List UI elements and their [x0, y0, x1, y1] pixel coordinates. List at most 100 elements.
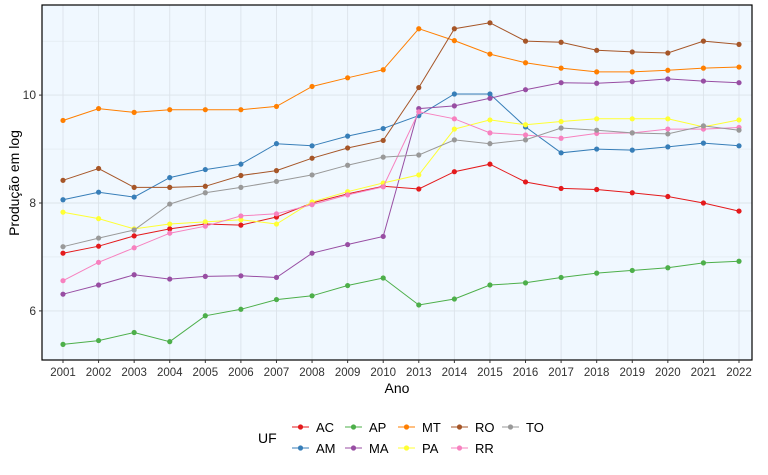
- data-point: [558, 118, 564, 125]
- x-tick-label: 2013: [406, 367, 432, 379]
- data-point: [380, 154, 386, 160]
- x-tick-label: 2016: [513, 367, 539, 379]
- data-point: [487, 282, 493, 288]
- data-point: [95, 189, 102, 195]
- data-point: [167, 201, 173, 207]
- data-point: [95, 337, 102, 344]
- data-point: [700, 200, 707, 206]
- data-point: [487, 51, 493, 57]
- data-point: [131, 233, 137, 239]
- series-to: [60, 123, 742, 250]
- x-tick-label: 2008: [299, 367, 325, 379]
- data-point: [380, 67, 386, 73]
- data-point: [202, 313, 208, 319]
- data-point: [665, 193, 671, 200]
- x-tick-label: 2021: [691, 367, 717, 379]
- series-line: [62, 260, 740, 345]
- data-point: [522, 280, 529, 286]
- data-point: [95, 105, 102, 112]
- legend-label: RR: [475, 441, 494, 456]
- data-point: [238, 222, 244, 228]
- y-tick-label: 6: [29, 304, 36, 318]
- data-point: [380, 233, 386, 240]
- data-point: [309, 143, 315, 149]
- data-point: [736, 127, 742, 133]
- x-tick-label: 2009: [335, 367, 361, 379]
- series-line: [62, 163, 740, 254]
- x-tick-label: 2001: [50, 367, 76, 379]
- data-point: [736, 143, 742, 149]
- data-point: [60, 250, 66, 256]
- data-point: [309, 172, 315, 178]
- data-point: [487, 117, 493, 123]
- data-point: [665, 126, 671, 132]
- series-line: [62, 118, 740, 230]
- x-tick-label: 2020: [655, 367, 681, 379]
- data-point: [451, 126, 457, 132]
- data-point: [238, 273, 244, 279]
- legend-label: TO: [526, 420, 544, 435]
- data-point: [273, 178, 280, 185]
- data-point: [700, 140, 707, 146]
- data-point: [558, 80, 564, 86]
- x-axis-title: Ano: [385, 380, 410, 396]
- data-point: [736, 258, 742, 264]
- data-point: [202, 190, 208, 196]
- x-tick-label: 2022: [726, 367, 752, 379]
- legend-label: AP: [369, 420, 386, 435]
- data-point: [202, 219, 208, 225]
- legend-key-point: [456, 445, 463, 451]
- data-point: [380, 184, 386, 190]
- data-point: [700, 123, 707, 129]
- data-point: [60, 177, 66, 183]
- data-point: [416, 84, 422, 91]
- data-point: [131, 194, 137, 200]
- data-point: [202, 223, 208, 229]
- x-tick-label: 2018: [584, 367, 610, 379]
- data-point: [487, 161, 493, 167]
- series-line: [62, 22, 740, 188]
- data-point: [345, 75, 351, 81]
- data-point: [167, 175, 173, 181]
- data-point: [629, 79, 635, 85]
- data-point: [309, 250, 315, 256]
- data-point: [594, 69, 600, 75]
- data-point: [736, 41, 742, 47]
- data-point: [167, 339, 173, 345]
- data-point: [700, 260, 707, 266]
- data-point: [167, 107, 173, 113]
- series-ap: [60, 258, 742, 347]
- data-point: [487, 130, 493, 136]
- data-point: [665, 144, 671, 150]
- data-point: [558, 65, 564, 71]
- data-point: [700, 65, 707, 71]
- data-point: [273, 141, 280, 147]
- data-point: [629, 130, 635, 136]
- data-point: [522, 122, 529, 128]
- data-point: [629, 267, 635, 274]
- y-tick-label: 10: [23, 88, 37, 102]
- data-point: [309, 293, 315, 299]
- data-point: [416, 172, 422, 178]
- legend-label: PA: [422, 441, 439, 456]
- data-point: [416, 302, 422, 308]
- data-point: [273, 274, 280, 281]
- data-point: [665, 131, 671, 137]
- data-point: [487, 91, 493, 97]
- data-point: [665, 67, 671, 73]
- data-point: [131, 272, 137, 278]
- data-point: [131, 184, 137, 190]
- data-point: [309, 83, 315, 90]
- series-mt: [60, 26, 742, 124]
- data-point: [665, 50, 671, 56]
- data-point: [95, 282, 102, 288]
- data-point: [380, 125, 386, 132]
- data-point: [167, 226, 173, 232]
- y-axis-title: Produção em log: [6, 130, 22, 236]
- x-tick-label: 2007: [264, 367, 290, 379]
- data-point: [700, 38, 707, 44]
- data-point: [451, 169, 457, 175]
- series-rr: [60, 109, 742, 284]
- series-line: [62, 125, 740, 248]
- legend-key-point: [403, 424, 410, 430]
